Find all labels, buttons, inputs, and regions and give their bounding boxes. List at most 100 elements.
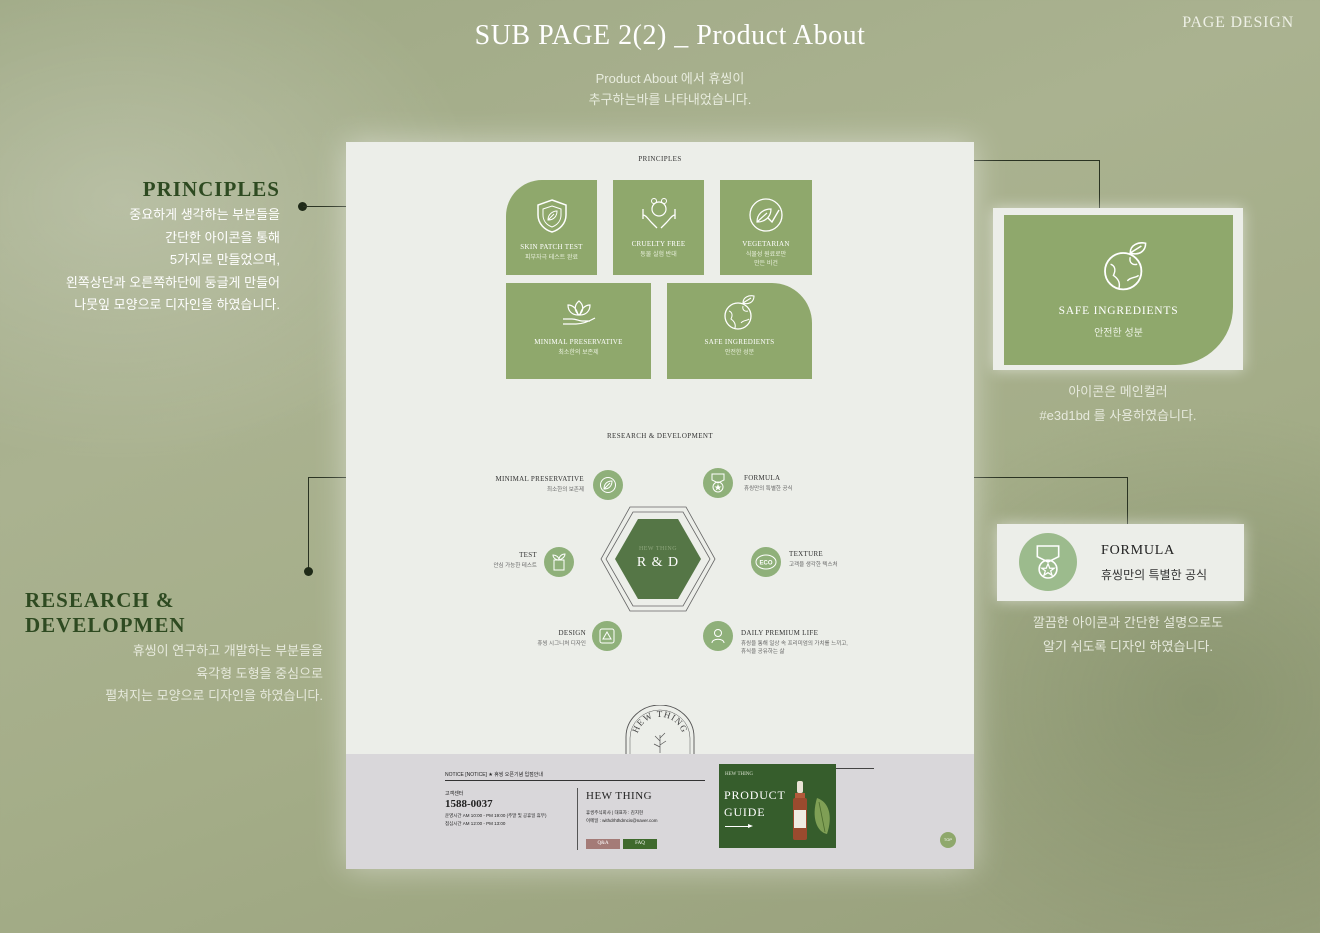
card-title: VEGETARIAN xyxy=(742,240,790,248)
formula-annotation: 깔끔한 아이콘과 간단한 설명으로도 알기 쉬도록 디자인 하였습니다. xyxy=(997,611,1259,659)
footer-notice[interactable]: NOTICE [NOTICE] ★ 휴씽 오픈기념 입점안내 xyxy=(445,772,543,778)
person-circle-icon xyxy=(703,621,733,651)
anno-line: 간단한 아이콘을 통해 xyxy=(165,229,280,245)
card-title: CRUELTY FREE xyxy=(631,240,686,248)
anno-line: 깔끔한 아이콘과 간단한 설명으로도 xyxy=(1032,615,1224,630)
rd-item-sub: 휴씽만의 특별한 공식 xyxy=(744,486,793,492)
card-subtitle: 안전한 성분 xyxy=(724,350,755,356)
rd-item-title: MINIMAL PRESERVATIVE xyxy=(495,475,584,483)
banner-brand: HEW THING xyxy=(725,772,754,777)
callout-title: SAFE INGREDIENTS xyxy=(1058,305,1179,317)
svg-text:HEW THING: HEW THING xyxy=(630,709,690,734)
anno-line: 휴씽이 연구하고 개발하는 부분들을 xyxy=(132,643,323,658)
anno-line: 육각형 도형을 중심으로 xyxy=(196,665,323,681)
anno-line: 나뭇잎 모양으로 디자인을 하였습니다. xyxy=(74,297,280,313)
earth-leaf-icon xyxy=(723,295,755,330)
footer-vdivider xyxy=(577,788,578,850)
rd-item-sub-line: 휴씽을 통해 일상 속 프리미엄의 가치를 느끼고, xyxy=(741,641,848,647)
footer-phone: 1588-0037 xyxy=(445,798,493,810)
page-subtitle: Product About 에서 휴씽이 추구하는바를 나타내었습니다. xyxy=(0,68,1320,110)
earth-leaf-icon xyxy=(1104,242,1147,291)
safe-ingredients-callout: SAFE INGREDIENTS 안전한 성분 xyxy=(993,208,1243,370)
principles-section-label: PRINCIPLES xyxy=(638,155,682,163)
card-subtitle: 피부자극 테스트 완료 xyxy=(524,255,578,261)
callout-card: SAFE INGREDIENTS 안전한 성분 xyxy=(1004,215,1233,365)
anno-line: 펼쳐지는 모양으로 디자인을 하였습니다. xyxy=(105,688,323,704)
rd-item-title: TEST xyxy=(519,551,537,559)
connector-line xyxy=(953,160,1100,161)
principles-anno-title: PRINCIPLES xyxy=(142,177,280,201)
arrow-head-icon xyxy=(748,824,753,828)
serum-bottle-image xyxy=(793,781,830,840)
principle-card-cruelty-free: CRUELTY FREE 동물 실험 반대 xyxy=(613,180,704,275)
rd-item-title: DESIGN xyxy=(558,629,586,637)
card-title: SKIN PATCH TEST xyxy=(520,243,583,251)
anno-line: 왼쪽상단과 오른쪽하단에 둥글게 만들어 xyxy=(65,274,280,290)
rd-hexagon xyxy=(600,506,716,612)
hex-title: R & D xyxy=(636,555,680,570)
banner-connector-line xyxy=(836,768,874,769)
design-circle-icon xyxy=(592,621,622,651)
medal-circle-icon xyxy=(703,468,733,498)
shield-leaf-icon xyxy=(536,199,567,233)
hand-leaf-icon xyxy=(562,300,595,325)
rd-item-daily-premium-life: DAILY PREMIUM LIFE 휴씽을 통해 일상 속 프리미엄의 가치를… xyxy=(741,629,848,656)
safe-annotation: 아이콘은 메인컬러 #e3d1bd 를 사용하였습니다. xyxy=(993,380,1243,428)
arrow-right-icon xyxy=(725,826,751,827)
svg-text:ECO: ECO xyxy=(759,561,772,567)
principles-annotation: PRINCIPLES 중요하게 생각하는 부분들을 간단한 아이콘을 통해 5가… xyxy=(66,177,280,317)
rd-annotation: RESEARCH & DEVELOPMEN 휴씽이 연구하고 개발하는 부분들을… xyxy=(25,588,323,708)
rd-item-sub-line: 휴식을 공유하는 삶 xyxy=(741,649,785,655)
rd-item-sub: 고객을 생각한 텍스처 xyxy=(789,562,838,568)
subtitle-line-1: Product About 에서 휴씽이 xyxy=(595,71,745,86)
rd-item-sub: 휴씽을 통해 일상 속 프리미엄의 가치를 느끼고, 휴식을 공유하는 삶 xyxy=(741,640,848,656)
rd-item-sub: 휴씽 시그니처 디자인 xyxy=(537,641,586,647)
footer-divider xyxy=(445,780,705,781)
rd-item-sub: 안심 가능한 테스트 xyxy=(493,563,537,569)
principles-anno-text: 중요하게 생각하는 부분들을 간단한 아이콘을 통해 5가지로 만들었으며, 왼… xyxy=(66,204,280,317)
anno-line: 알기 쉬도록 디자인 하였습니다. xyxy=(1043,639,1213,654)
faq-button[interactable]: FAQ xyxy=(623,839,657,849)
card-title: SAFE INGREDIENTS xyxy=(704,338,775,346)
hex-brand: HEW THING xyxy=(638,546,678,552)
rd-item-title: FORMULA xyxy=(744,474,781,482)
callout-subtitle: 안전한 성분 xyxy=(1094,328,1143,339)
rd-item-texture: TEXTURE 고객을 생각한 텍스처 xyxy=(789,550,838,569)
card-subtitle: 동물 실험 반대 xyxy=(640,252,677,258)
page-preview: PRINCIPLES SKIN PATCH TEST 피부자극 테스트 완료 C… xyxy=(346,142,974,869)
connector-line xyxy=(1099,160,1100,208)
anno-line: 중요하게 생각하는 부분들을 xyxy=(129,207,280,222)
medal-icon xyxy=(1019,533,1077,591)
page-design-label: PAGE DESIGN xyxy=(1182,14,1294,31)
card-subtitle: 최소한의 보존제 xyxy=(558,350,599,356)
principle-card-safe-ingredients: SAFE INGREDIENTS 안전한 성분 xyxy=(667,283,812,379)
callout-subtitle: 휴씽만의 특별한 공식 xyxy=(1101,568,1208,582)
rd-item-title: DAILY PREMIUM LIFE xyxy=(741,629,819,637)
footer-brand: HEW THING xyxy=(586,790,653,802)
connector-line xyxy=(308,477,309,569)
principle-card-skin-patch: SKIN PATCH TEST 피부자극 테스트 완료 xyxy=(506,180,597,275)
footer: NOTICE [NOTICE] ★ 휴씽 오픈기념 입점안내 고객센터 1588… xyxy=(346,754,974,869)
qa-button[interactable]: Q&A xyxy=(586,839,620,849)
banner-line-2: GUIDE xyxy=(724,805,766,819)
top-button[interactable]: TOP xyxy=(940,832,956,848)
connector-dot xyxy=(298,202,307,211)
leaf-check-icon xyxy=(749,198,783,232)
hands-animal-icon xyxy=(641,198,676,229)
card-title: MINIMAL PRESERVATIVE xyxy=(534,338,623,346)
anno-line: #e3d1bd 를 사용하였습니다. xyxy=(1039,408,1197,423)
rd-anno-title: RESEARCH & DEVELOPMEN xyxy=(25,588,186,637)
principle-card-minimal-preservative: MINIMAL PRESERVATIVE 최소한의 보존제 xyxy=(506,283,651,379)
connector-dot xyxy=(304,567,313,576)
card-subtitle: 식물성 원료로만 만든 비건 xyxy=(745,252,787,267)
product-guide-banner[interactable]: HEW THING PRODUCT GUIDE xyxy=(719,764,836,848)
footer-lunch: 점심시간 AM 12:00 - PM 13:00 xyxy=(445,821,506,826)
page-title: SUB PAGE 2(2) _ Product About xyxy=(474,20,866,51)
connector-line xyxy=(1127,477,1128,524)
footer-email: 이메일 : withdrhthdmcis@naver.com xyxy=(586,818,658,823)
footer-company: 휴씽주식회사 | 대표자 : 김지현 xyxy=(586,810,644,815)
formula-callout: FORMULA 휴씽만의 특별한 공식 xyxy=(997,524,1244,601)
leaf-circle-icon xyxy=(593,470,623,500)
rd-item-minimal-preservative: MINIMAL PRESERVATIVE 최소한의 보존제 xyxy=(496,475,584,494)
rd-anno-text: 휴씽이 연구하고 개발하는 부분들을 육각형 도형을 중심으로 펼쳐지는 모양으… xyxy=(25,640,323,708)
